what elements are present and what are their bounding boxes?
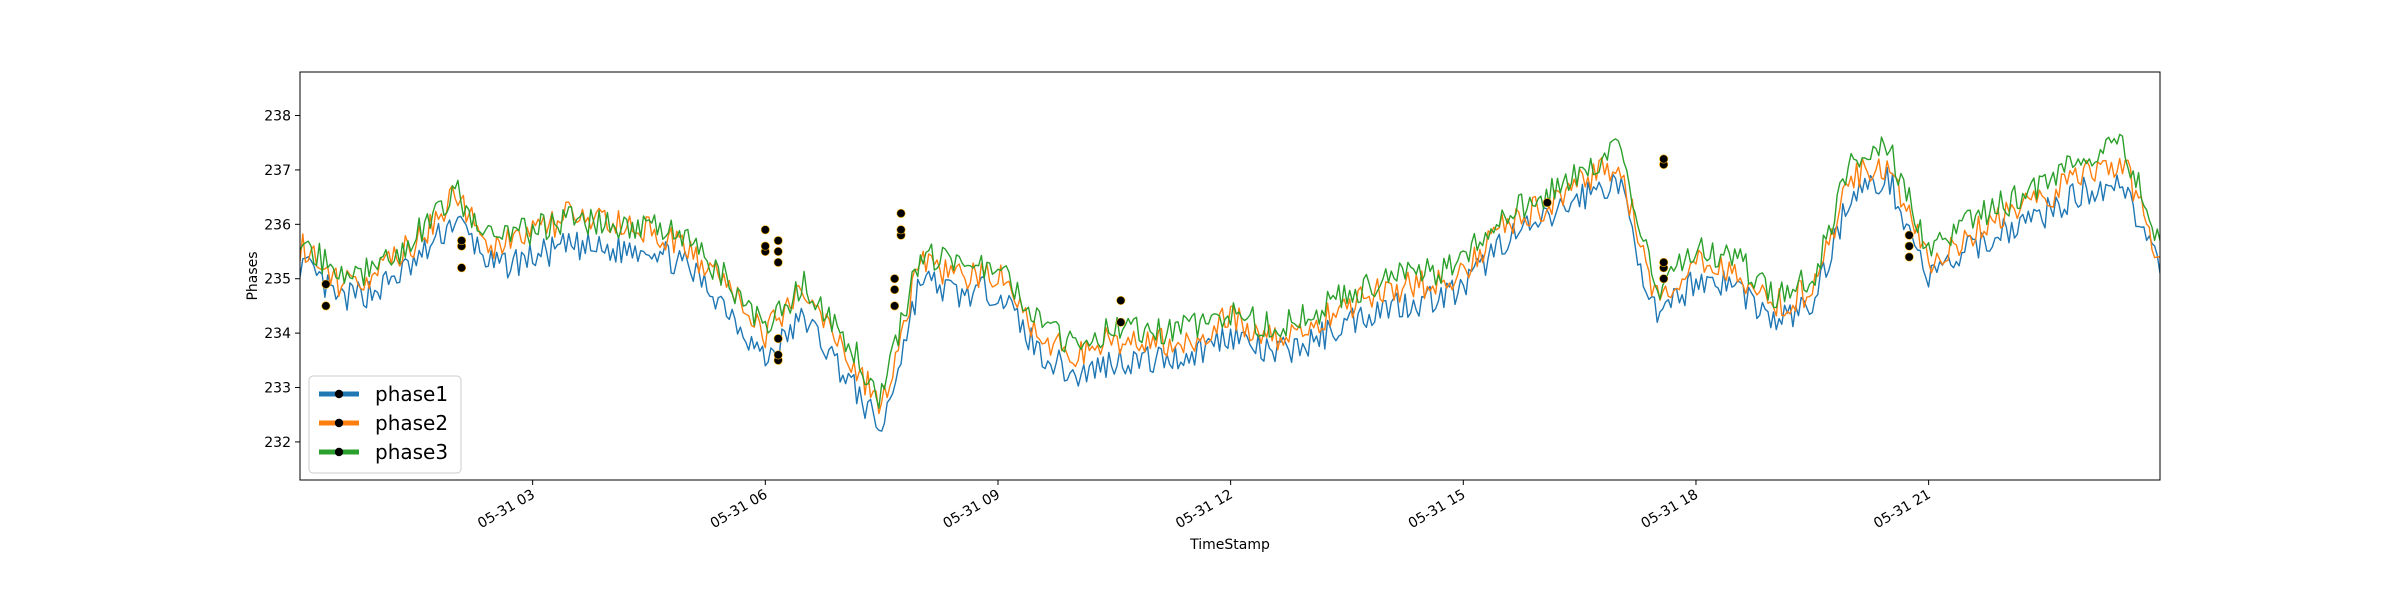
y-tick-label: 234 (264, 326, 291, 342)
data-marker (890, 285, 900, 295)
data-marker (1659, 274, 1669, 284)
data-marker (457, 236, 467, 246)
data-marker (890, 301, 900, 311)
series-layer (300, 133, 2160, 432)
data-marker (773, 236, 783, 246)
data-marker (760, 225, 770, 235)
data-marker (321, 279, 331, 289)
data-marker (1659, 257, 1669, 267)
legend-box (308, 375, 462, 474)
legend: phase1 phase2 phase3 (308, 375, 462, 474)
data-marker (1904, 241, 1914, 251)
data-marker (896, 208, 906, 218)
y-tick-label: 232 (264, 435, 291, 451)
data-marker (1542, 198, 1552, 208)
data-marker (773, 257, 783, 267)
y-axis: 232 233 234 235 236 237 238 (264, 109, 300, 451)
data-marker (760, 241, 770, 251)
data-marker (1904, 252, 1914, 262)
y-tick-label: 235 (264, 272, 291, 288)
y-axis-title: Phases (245, 251, 261, 300)
data-marker (773, 334, 783, 344)
y-tick-label: 238 (264, 109, 291, 125)
legend-label-phase3: phase3 (375, 440, 448, 464)
legend-marker-phase3 (334, 447, 344, 457)
y-tick-label: 236 (264, 217, 291, 233)
data-marker (1904, 230, 1914, 240)
x-axis-title: TimeStamp (1189, 537, 1270, 553)
data-marker (773, 247, 783, 257)
data-marker (321, 301, 331, 311)
plot-frame (299, 71, 2161, 481)
series-line-phase3 (300, 133, 2160, 409)
data-marker (457, 263, 467, 273)
series-line-phase1 (300, 166, 2160, 432)
data-marker (1116, 295, 1126, 305)
marker-layer (321, 154, 1914, 365)
data-marker (896, 225, 906, 235)
legend-label-phase1: phase1 (375, 382, 448, 406)
legend-label-phase2: phase2 (375, 411, 448, 435)
data-marker (890, 274, 900, 284)
data-marker (1659, 154, 1669, 164)
data-marker (773, 350, 783, 360)
legend-marker-phase1 (334, 389, 344, 399)
y-tick-label: 233 (264, 381, 291, 397)
y-tick-label: 237 (264, 163, 291, 179)
data-marker (1116, 317, 1126, 327)
legend-marker-phase2 (334, 418, 344, 428)
